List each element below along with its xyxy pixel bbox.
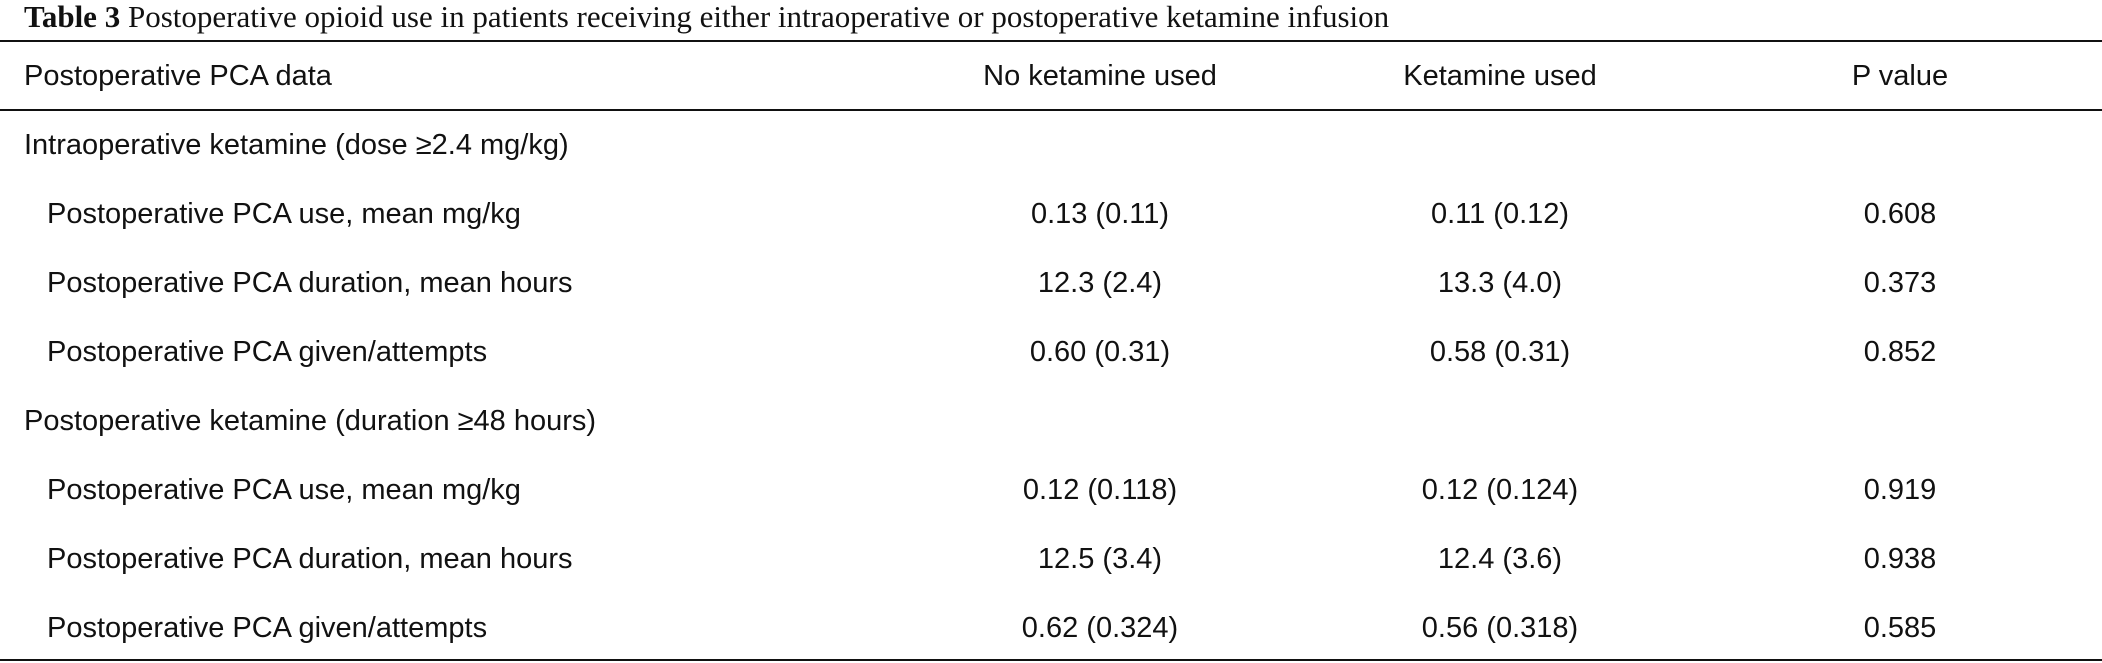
cell-no-ketamine: 0.62 (0.324) [1021, 612, 1179, 644]
cell-ketamine: 0.11 (0.12) [1430, 198, 1570, 230]
cell-no-ketamine: 12.5 (3.4) [1037, 543, 1163, 575]
header-postoperative-pca-data: Postoperative PCA data [24, 60, 332, 92]
cell-ketamine: 0.56 (0.318) [1421, 612, 1579, 644]
table-row: Postoperative PCA use, mean mg/kg 0.12 (… [0, 456, 2102, 524]
cell-no-ketamine: 0.12 (0.118) [1022, 474, 1178, 506]
table-row: Postoperative PCA duration, mean hours 1… [0, 249, 2102, 317]
table-caption-text: Postoperative opioid use in patients rec… [127, 0, 1390, 34]
table-row: Postoperative PCA given/attempts 0.62 (0… [0, 594, 2102, 662]
table-row: Postoperative PCA use, mean mg/kg 0.13 (… [0, 180, 2102, 248]
section-title: Postoperative ketamine (duration ≥48 hou… [24, 405, 597, 437]
cell-p-value: 0.373 [1863, 267, 1937, 299]
row-label: Postoperative PCA use, mean mg/kg [47, 198, 521, 230]
row-label: Postoperative PCA duration, mean hours [47, 267, 573, 299]
header-no-ketamine-used: No ketamine used [983, 60, 1217, 92]
row-label: Postoperative PCA use, mean mg/kg [47, 474, 521, 506]
section-title: Intraoperative ketamine (dose ≥2.4 mg/kg… [24, 129, 569, 161]
cell-ketamine: 0.58 (0.31) [1429, 336, 1571, 368]
cell-ketamine: 12.4 (3.6) [1437, 543, 1563, 575]
row-label: Postoperative PCA given/attempts [47, 336, 488, 368]
cell-p-value: 0.919 [1863, 474, 1937, 506]
section-row-postoperative: Postoperative ketamine (duration ≥48 hou… [0, 387, 2102, 455]
cell-p-value: 0.585 [1863, 612, 1937, 644]
table-row: Postoperative PCA duration, mean hours 1… [0, 525, 2102, 593]
cell-no-ketamine: 12.3 (2.4) [1037, 267, 1163, 299]
section-row-intraoperative: Intraoperative ketamine (dose ≥2.4 mg/kg… [0, 111, 2102, 179]
table-top-rule [0, 40, 2102, 42]
table-row: Postoperative PCA given/attempts 0.60 (0… [0, 318, 2102, 386]
table-header-row: Postoperative PCA data No ketamine used … [0, 42, 2102, 110]
table-header-rule [0, 109, 2102, 111]
table-caption: Table 3 Postoperative opioid use in pati… [24, 0, 1389, 36]
table-bottom-rule [0, 659, 2102, 661]
cell-no-ketamine: 0.13 (0.11) [1030, 198, 1170, 230]
cell-ketamine: 13.3 (4.0) [1437, 267, 1563, 299]
cell-p-value: 0.608 [1863, 198, 1937, 230]
cell-no-ketamine: 0.60 (0.31) [1029, 336, 1171, 368]
cell-ketamine: 0.12 (0.124) [1421, 474, 1579, 506]
header-p-value: P value [1851, 60, 1949, 92]
cell-p-value: 0.938 [1863, 543, 1937, 575]
header-ketamine-used: Ketamine used [1403, 60, 1597, 92]
table-caption-label: Table 3 [24, 0, 121, 34]
row-label: Postoperative PCA given/attempts [47, 612, 488, 644]
row-label: Postoperative PCA duration, mean hours [47, 543, 573, 575]
cell-p-value: 0.852 [1863, 336, 1937, 368]
